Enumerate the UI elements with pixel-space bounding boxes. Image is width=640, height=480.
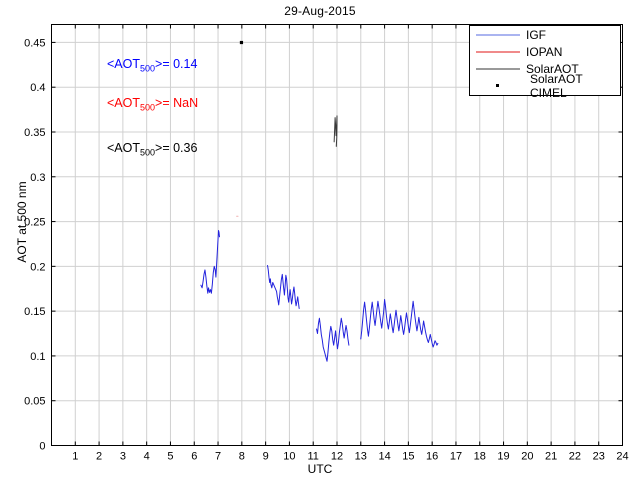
y-tick-label: 0.1 [30,351,45,363]
annotation-mean-aot-iopan: <AOT500>= NaN [107,96,198,113]
y-tick-label: 0.15 [24,306,45,318]
x-axis-label: UTC [307,462,333,476]
data-line [333,115,338,147]
annotation-igf-value: >= 0.14 [155,57,198,71]
axis-ticks: 1 2 3 4 5 6 7 8 9 10 11 12 13 14 15 16 17 18 19 20 21 22 23 240… [24,24,629,463]
x-tick-label: 24 [616,451,628,463]
series-igf [200,230,439,362]
annotation-mean-aot-solaraot: <AOT500>= 0.36 [107,141,197,158]
x-tick-label: 9 [263,451,269,463]
legend-item-solaraot: SolarAOT [470,60,620,77]
legend-label-solaraot-cimel: SolarAOT CIMEL [530,71,583,100]
x-tick-label: 11 [307,451,318,463]
legend-label-solaraot: SolarAOT [526,61,579,76]
legend: IGF IOPAN SolarAOT SolarAOT CIMEL [469,25,621,100]
y-tick-label: 0 [39,441,45,453]
data-line [316,317,350,362]
x-tick-label: 6 [191,451,197,463]
x-tick-label: 2 [96,451,102,463]
x-tick-label: 16 [426,451,438,463]
series-solaraot [333,115,338,147]
x-tick-label: 7 [215,451,221,463]
annotation-iopan-prefix: <AOT [107,96,140,110]
x-tick-label: 19 [497,451,509,463]
data-line [267,264,300,309]
x-tick-label: 5 [167,451,173,463]
x-tick-label: 18 [474,451,486,463]
annotation-igf-prefix: <AOT [107,57,140,71]
series-solaraot-cimel [239,40,244,45]
y-tick-label: 0.3 [30,172,45,184]
x-tick-label: 23 [593,451,605,463]
legend-swatch-solaraot-cimel [476,77,520,94]
x-tick-label: 13 [355,451,367,463]
legend-swatch-iopan [476,43,520,60]
x-tick-label: 20 [521,451,533,463]
legend-item-iopan: IOPAN [470,43,620,60]
y-tick-label: 0.05 [24,396,45,408]
x-tick-label: 17 [450,451,462,463]
x-tick-label: 22 [569,451,581,463]
x-tick-label: 8 [239,451,245,463]
y-tick-label: 0.25 [24,217,45,229]
annotation-igf-subscript: 500 [140,63,156,74]
data-line [360,298,439,348]
y-tick-label: 0.4 [30,82,45,94]
annotation-solaraot-subscript: 500 [140,147,156,158]
legend-label-igf: IGF [526,27,546,42]
legend-item-igf: IGF [470,26,620,43]
legend-swatch-igf [476,26,520,43]
x-tick-label: 10 [283,451,295,463]
x-tick-label: 12 [331,451,343,463]
legend-item-solaraot-cimel: SolarAOT CIMEL [470,72,620,100]
x-tick-label: 15 [402,451,414,463]
chart-title: 29-Aug-2015 [284,4,356,18]
annotation-solaraot-value: >= 0.36 [155,141,198,155]
annotation-mean-aot-igf: <AOT500>= 0.14 [107,57,197,74]
y-tick-label: 0.45 [24,37,45,49]
y-tick-label: 0.2 [30,261,45,273]
legend-label-iopan: IOPAN [526,44,563,59]
x-tick-label: 14 [378,451,390,463]
x-tick-label: 1 [72,451,78,463]
data-marker [239,40,244,45]
x-tick-label: 3 [120,451,126,463]
y-tick-label: 0.35 [24,127,45,139]
annotation-iopan-value: >= NaN [155,96,199,110]
annotation-iopan-subscript: 500 [140,102,156,113]
annotation-solaraot-prefix: <AOT [107,141,140,155]
legend-swatch-solaraot [476,60,520,77]
data-line [200,230,220,294]
x-tick-label: 21 [545,451,557,463]
x-tick-label: 4 [144,451,150,463]
